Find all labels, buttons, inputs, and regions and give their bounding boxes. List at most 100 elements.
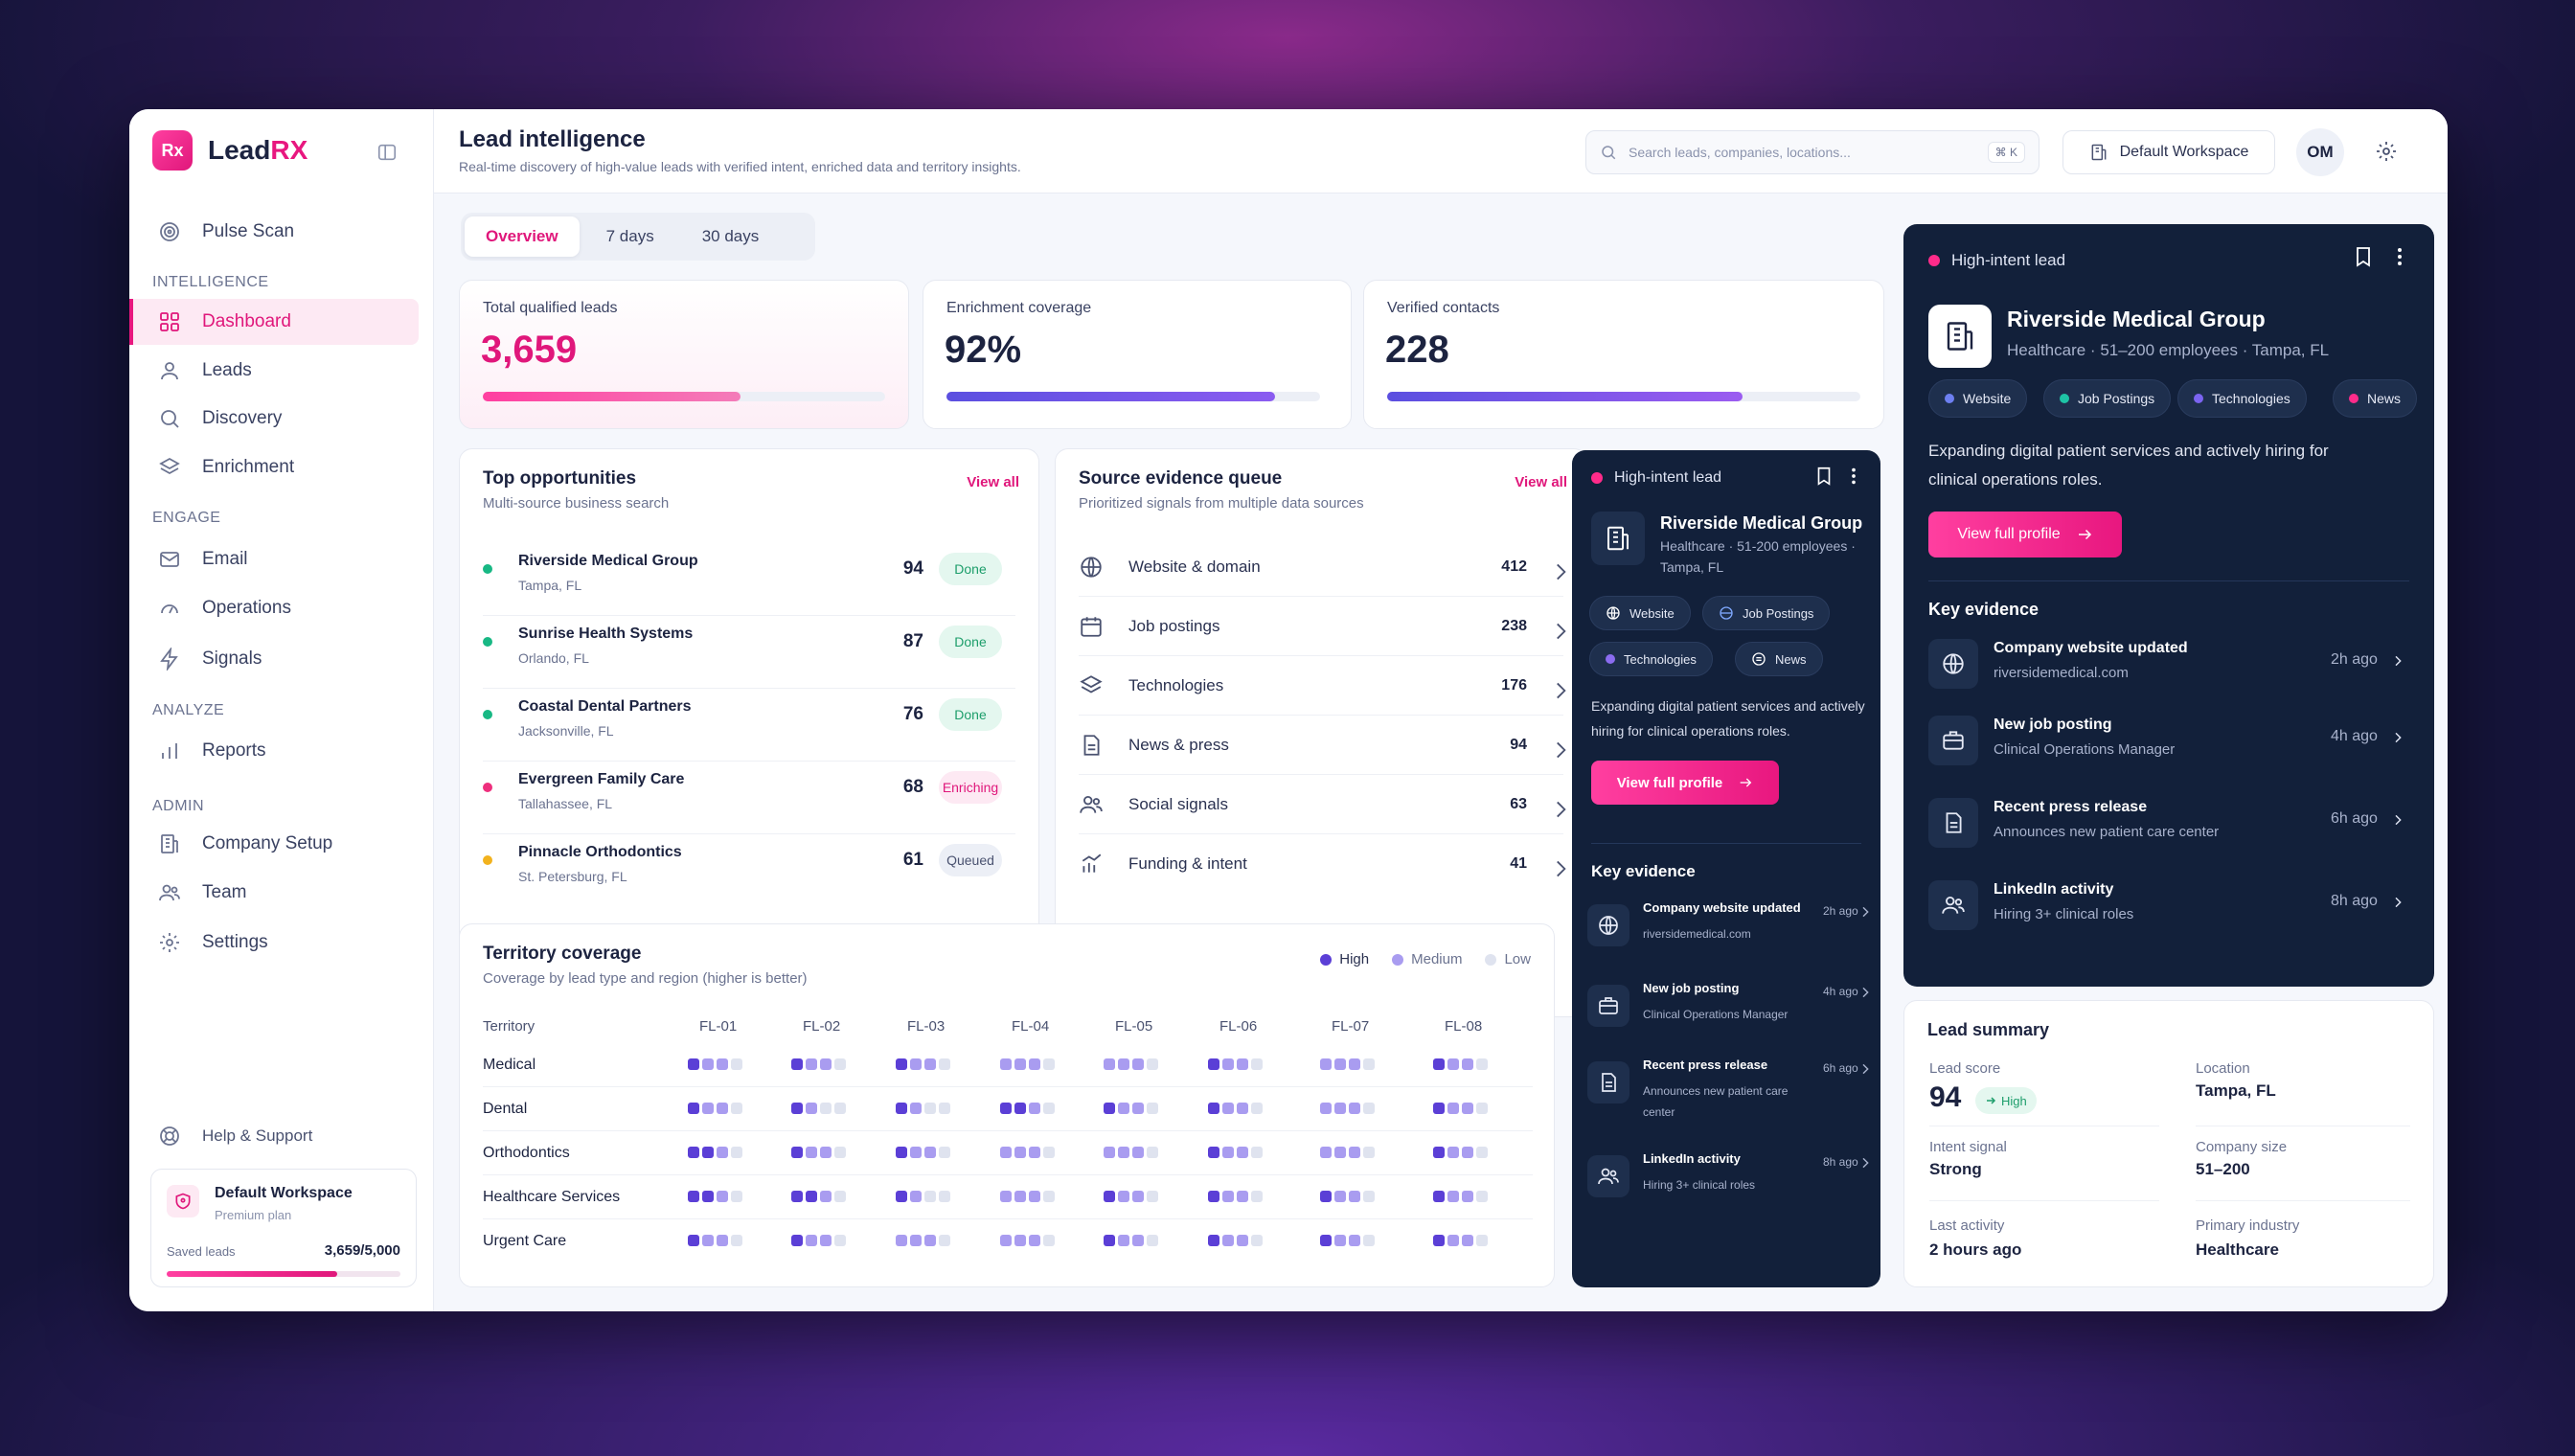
search-box[interactable]: ⌘ K — [1585, 130, 2039, 174]
search-input[interactable] — [1629, 145, 1976, 160]
help-support-link[interactable]: Help & Support — [158, 1125, 312, 1148]
chip-website[interactable]: Website — [1928, 379, 2028, 418]
chip-news[interactable]: News — [1735, 642, 1823, 676]
tab-7-days[interactable]: 7 days — [605, 227, 654, 245]
heatmap-cell[interactable] — [1320, 1191, 1375, 1202]
tab-overview[interactable]: Overview — [465, 216, 580, 257]
evidence-row[interactable]: Recent press release Announces new patien… — [1928, 795, 2409, 851]
source-row[interactable]: News & press 94 — [1079, 716, 1566, 775]
sidebar-item-team[interactable]: Team — [129, 870, 419, 916]
heatmap-cell[interactable] — [791, 1235, 846, 1246]
tab-30-days[interactable]: 30 days — [701, 227, 760, 245]
source-row[interactable]: Funding & intent 41 — [1079, 834, 1566, 894]
heatmap-cell[interactable] — [1433, 1147, 1488, 1158]
evidence-row[interactable]: LinkedIn activity Hiring 3+ clinical role… — [1587, 1149, 1869, 1203]
heatmap-cell[interactable] — [688, 1235, 742, 1246]
heatmap-cell[interactable] — [1208, 1235, 1263, 1246]
source-row[interactable]: Social signals 63 — [1079, 775, 1566, 834]
bookmark-icon[interactable] — [1813, 466, 1834, 487]
bookmark-icon[interactable] — [2352, 245, 2375, 268]
heatmap-cell[interactable] — [1000, 1147, 1055, 1158]
heatmap-cell[interactable] — [1000, 1191, 1055, 1202]
heatmap-cell[interactable] — [896, 1191, 950, 1202]
chip-job-postings[interactable]: Job Postings — [1702, 596, 1831, 630]
settings-gear-icon[interactable] — [2375, 140, 2398, 163]
heatmap-cell[interactable] — [688, 1058, 742, 1070]
sidebar-item-reports[interactable]: Reports — [129, 728, 419, 774]
opportunity-row[interactable]: Evergreen Family Care Tallahassee, FL 68 En… — [483, 762, 1015, 834]
heatmap-cell[interactable] — [688, 1191, 742, 1202]
heatmap-cell[interactable] — [1000, 1058, 1055, 1070]
heatmap-cell[interactable] — [1104, 1058, 1158, 1070]
heatmap-cell[interactable] — [1433, 1235, 1488, 1246]
sidebar-item-dashboard[interactable]: Dashboard — [129, 299, 419, 345]
sidebar-item-email[interactable]: Email — [129, 536, 419, 582]
heatmap-cell[interactable] — [896, 1103, 950, 1114]
heatmap-cell[interactable] — [791, 1103, 846, 1114]
heatmap-cell[interactable] — [896, 1235, 950, 1246]
heatmap-cell[interactable] — [1208, 1103, 1263, 1114]
heatmap-cell[interactable] — [791, 1058, 846, 1070]
heatmap-cell[interactable] — [1208, 1058, 1263, 1070]
chip-technologies[interactable]: Technologies — [1589, 642, 1713, 676]
heatmap-cell[interactable] — [1320, 1103, 1375, 1114]
heatmap-cell[interactable] — [896, 1058, 950, 1070]
sidebar-item-pulse-scan[interactable]: Pulse Scan — [129, 209, 419, 255]
evidence-row[interactable]: Company website updated riversidemedical.… — [1587, 899, 1869, 952]
heatmap-cell[interactable] — [1208, 1191, 1263, 1202]
divider — [2196, 1200, 2410, 1201]
view-all-link[interactable]: View all — [1515, 474, 1567, 490]
chip-news[interactable]: News — [2333, 379, 2418, 418]
heatmap-cell[interactable] — [1320, 1147, 1375, 1158]
heatmap-cell[interactable] — [1320, 1058, 1375, 1070]
heatmap-cell[interactable] — [1104, 1191, 1158, 1202]
heatmap-cell[interactable] — [791, 1191, 846, 1202]
sidebar-item-signals[interactable]: Signals — [129, 636, 419, 682]
heatmap-cell[interactable] — [688, 1103, 742, 1114]
heatmap-cell[interactable] — [1104, 1147, 1158, 1158]
workspace-card[interactable]: Default Workspace Premium plan Saved lea… — [150, 1169, 417, 1287]
workspace-button[interactable]: Default Workspace — [2062, 130, 2275, 174]
evidence-row[interactable]: New job posting Clinical Operations Manag… — [1928, 713, 2409, 768]
sidebar-item-operations[interactable]: Operations — [129, 585, 419, 631]
chip-job-postings[interactable]: Job Postings — [2043, 379, 2172, 418]
heatmap-cell[interactable] — [791, 1147, 846, 1158]
chip-technologies[interactable]: Technologies — [2177, 379, 2307, 418]
opportunity-row[interactable]: Pinnacle Orthodontics St. Petersburg, FL 6… — [483, 834, 1015, 907]
sidebar-item-discovery[interactable]: Discovery — [129, 396, 419, 442]
heatmap-cell[interactable] — [1000, 1235, 1055, 1246]
chip-website[interactable]: Website — [1589, 596, 1691, 630]
brand[interactable]: Rx LeadRX — [152, 130, 308, 171]
sidebar-collapse-icon[interactable] — [376, 142, 398, 163]
heatmap-cell[interactable] — [1433, 1191, 1488, 1202]
heatmap-cell[interactable] — [1433, 1103, 1488, 1114]
heatmap-cell[interactable] — [1104, 1235, 1158, 1246]
sidebar-item-enrichment[interactable]: Enrichment — [129, 444, 419, 490]
evidence-row[interactable]: Recent press release Announces new patien… — [1587, 1056, 1869, 1119]
opportunity-row[interactable]: Riverside Medical Group Tampa, FL 94 Done — [483, 543, 1015, 616]
heatmap-cell[interactable] — [896, 1147, 950, 1158]
evidence-row[interactable]: Company website updated riversidemedical.… — [1928, 636, 2409, 692]
heatmap-cell[interactable] — [1433, 1058, 1488, 1070]
more-icon[interactable] — [2390, 245, 2409, 268]
heatmap-cell[interactable] — [688, 1147, 742, 1158]
heatmap-cell[interactable] — [1208, 1147, 1263, 1158]
opportunity-row[interactable]: Sunrise Health Systems Orlando, FL 87 Done — [483, 616, 1015, 689]
opportunity-row[interactable]: Coastal Dental Partners Jacksonville, FL 7… — [483, 689, 1015, 762]
evidence-row[interactable]: LinkedIn activity Hiring 3+ clinical role… — [1928, 877, 2409, 933]
view-full-profile-button[interactable]: View full profile — [1928, 512, 2122, 557]
view-full-profile-button[interactable]: View full profile — [1591, 761, 1779, 805]
more-icon[interactable] — [1844, 466, 1863, 487]
evidence-row[interactable]: New job posting Clinical Operations Manag… — [1587, 979, 1869, 1033]
source-row[interactable]: Website & domain 412 — [1079, 537, 1566, 597]
sidebar-item-company-setup[interactable]: Company Setup — [129, 821, 419, 867]
source-row[interactable]: Technologies 176 — [1079, 656, 1566, 716]
heatmap-cell[interactable] — [1104, 1103, 1158, 1114]
avatar[interactable]: OM — [2296, 128, 2344, 176]
source-row[interactable]: Job postings 238 — [1079, 597, 1566, 656]
heatmap-cell[interactable] — [1320, 1235, 1375, 1246]
sidebar-item-settings[interactable]: Settings — [129, 920, 419, 966]
view-all-link[interactable]: View all — [967, 474, 1019, 490]
sidebar-item-leads[interactable]: Leads — [129, 348, 419, 394]
heatmap-cell[interactable] — [1000, 1103, 1055, 1114]
